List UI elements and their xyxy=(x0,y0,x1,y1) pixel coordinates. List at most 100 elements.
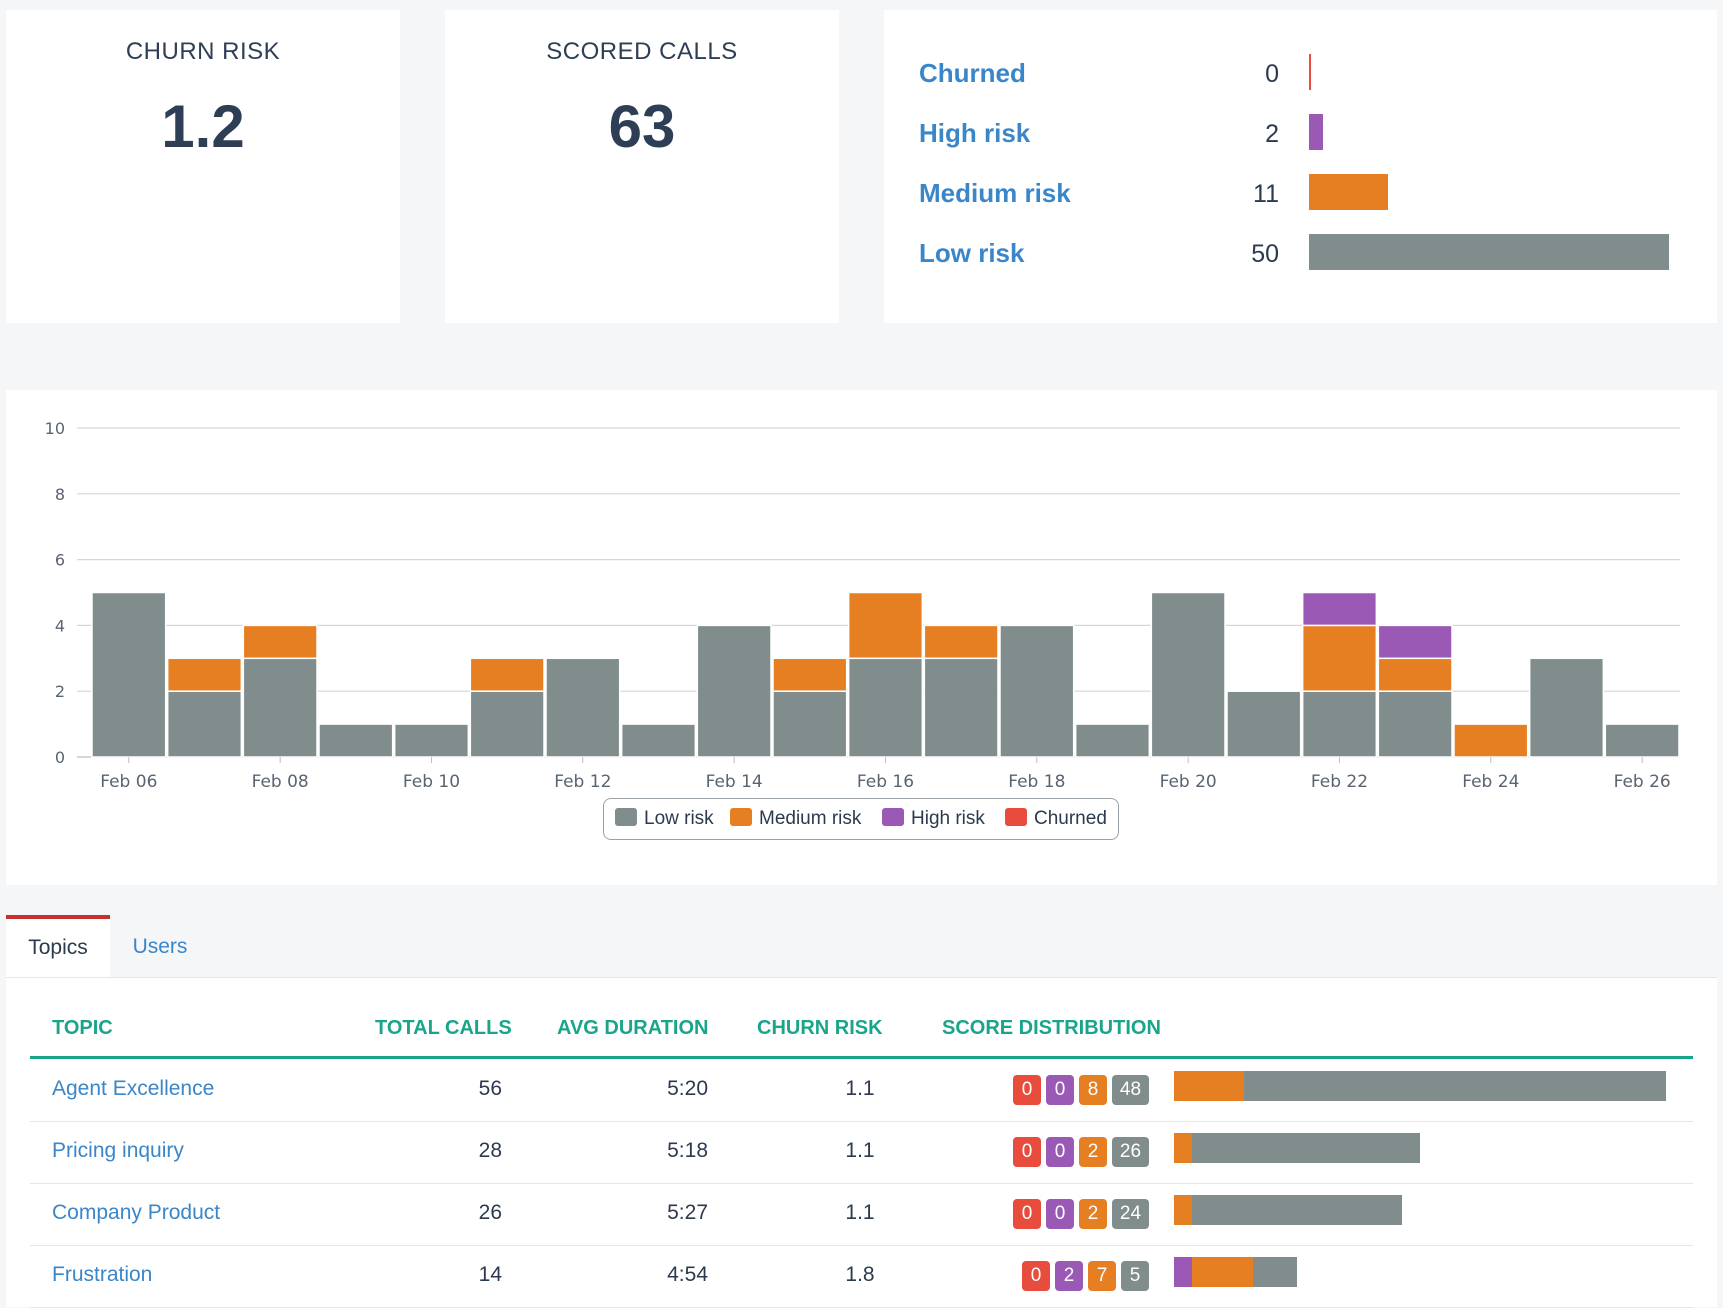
topic-link[interactable]: Company Product xyxy=(52,1201,221,1224)
x-tick-label: Feb 14 xyxy=(706,772,763,792)
dist-label-low[interactable]: Low risk xyxy=(919,238,1025,268)
legend-churned[interactable]: Churned xyxy=(1005,808,1107,830)
score-bar-segment xyxy=(1191,1195,1403,1225)
bar-segment-medium-risk xyxy=(772,657,848,692)
table-row[interactable]: Pricing inquiry 28 5:18 1.1 0 0 2 26 xyxy=(30,1121,1693,1184)
table-row[interactable]: Agent Excellence 56 5:20 1.1 0 0 8 48 xyxy=(30,1059,1693,1122)
tab-users[interactable]: Users xyxy=(132,935,188,958)
th-total-calls[interactable]: TOTAL CALLS xyxy=(375,1017,512,1039)
legend-label-low: Low risk xyxy=(644,808,714,829)
legend-swatch-medium xyxy=(730,808,752,826)
legend-label-medium: Medium risk xyxy=(759,808,862,829)
score-distribution-bar xyxy=(1174,1183,1674,1245)
score-bar-segment xyxy=(1244,1071,1666,1101)
dist-label-churned[interactable]: Churned xyxy=(919,58,1026,88)
x-tick-label: Feb 12 xyxy=(554,772,611,792)
bar-segment-low-risk xyxy=(545,657,621,758)
legend-high-risk[interactable]: High risk xyxy=(882,808,985,830)
bar-segment-low-risk xyxy=(999,624,1075,758)
score-bar-segment xyxy=(1253,1257,1297,1287)
badge-high: 0 xyxy=(1046,1075,1074,1105)
dist-row-churned: Churned 0 xyxy=(884,48,1717,108)
badge-churned: 0 xyxy=(1013,1075,1041,1105)
table-header-underline xyxy=(30,1056,1693,1059)
dist-label-medium[interactable]: Medium risk xyxy=(919,178,1071,208)
badge-churned: 0 xyxy=(1013,1199,1041,1229)
dist-count-high: 2 xyxy=(1265,120,1279,148)
x-tick-label: Feb 06 xyxy=(100,772,157,792)
dist-label-high[interactable]: High risk xyxy=(919,118,1031,148)
bar-segment-low-risk xyxy=(696,624,772,758)
bar-segment-medium-risk xyxy=(166,657,243,692)
badge-low: 24 xyxy=(1112,1199,1149,1229)
badge-churned: 0 xyxy=(1013,1137,1041,1167)
th-churn-risk[interactable]: CHURN RISK xyxy=(757,1017,883,1039)
risk-distribution-card: Churned 0 High risk 2 Medium risk 11 Low… xyxy=(884,10,1717,323)
score-bar-segment xyxy=(1174,1071,1245,1101)
bar-segment-low-risk xyxy=(1377,690,1453,758)
score-bar-segment xyxy=(1174,1133,1192,1163)
cell-total: 26 xyxy=(478,1201,502,1224)
x-tick-label: Feb 22 xyxy=(1311,772,1368,792)
badge-low: 26 xyxy=(1112,1137,1149,1167)
table-row[interactable]: Company Product 26 5:27 1.1 0 0 2 24 xyxy=(30,1183,1693,1246)
bar-segment-medium-risk xyxy=(1301,624,1378,692)
dist-row-high: High risk 2 xyxy=(884,108,1717,168)
bar-segment-medium-risk xyxy=(923,624,999,660)
dist-count-low: 50 xyxy=(1251,240,1279,268)
score-bar-segment xyxy=(1191,1257,1254,1287)
bar-segment-medium-risk xyxy=(847,591,924,660)
badge-medium: 7 xyxy=(1088,1261,1116,1291)
table-row[interactable]: Frustration 14 4:54 1.8 0 2 7 5 xyxy=(30,1245,1693,1308)
bar-segment-high-risk xyxy=(1301,591,1378,627)
bar-segment-low-risk xyxy=(1074,723,1151,758)
bar-segment-medium-risk xyxy=(242,624,318,660)
bar-segment-low-risk xyxy=(469,690,545,758)
badge-high: 0 xyxy=(1046,1137,1074,1167)
bar-segment-low-risk xyxy=(91,591,167,758)
topic-link[interactable]: Pricing inquiry xyxy=(52,1139,184,1162)
legend-swatch-low xyxy=(615,808,637,826)
daily-risk-chart: 0 2 4 6 8 10 Feb 06 Feb 08 Feb 10 Feb 12 Feb 14 Feb… xyxy=(45,419,1680,792)
topic-link[interactable]: Frustration xyxy=(52,1263,153,1286)
th-topic[interactable]: TOPIC xyxy=(52,1017,113,1039)
x-tick-label: Feb 20 xyxy=(1160,772,1217,792)
bar-segment-low-risk xyxy=(318,723,394,758)
dist-count-churned: 0 xyxy=(1265,60,1279,88)
cell-risk: 1.1 xyxy=(845,1201,875,1224)
badge-high: 0 xyxy=(1046,1199,1074,1229)
th-score-distribution[interactable]: SCORE DISTRIBUTION xyxy=(942,1017,1161,1039)
scored-calls-label: SCORED CALLS xyxy=(546,38,738,65)
x-tick-label: Feb 10 xyxy=(403,772,460,792)
dist-count-medium: 11 xyxy=(1253,180,1279,208)
x-tick-label: Feb 26 xyxy=(1614,772,1671,792)
badge-low: 48 xyxy=(1112,1075,1149,1105)
scored-calls-value: 63 xyxy=(608,93,676,160)
bar-segment-low-risk xyxy=(393,723,470,758)
cell-duration: 5:18 xyxy=(667,1139,708,1162)
tab-topics[interactable]: Topics xyxy=(6,915,110,978)
legend-low-risk[interactable]: Low risk xyxy=(615,808,714,830)
y-tick-label: 0 xyxy=(55,748,65,767)
bar-segment-low-risk xyxy=(166,690,243,758)
cell-duration: 4:54 xyxy=(667,1263,708,1286)
score-distribution-bar xyxy=(1174,1121,1674,1183)
legend-label-high: High risk xyxy=(911,808,985,829)
bar-segment-low-risk xyxy=(620,723,697,758)
bar-segment-low-risk xyxy=(923,657,999,758)
y-tick-label: 4 xyxy=(55,616,65,635)
bar-segment-high-risk xyxy=(1377,624,1453,660)
dist-bar-low xyxy=(1309,234,1669,270)
score-bar-segment xyxy=(1174,1257,1192,1287)
dist-row-medium: Medium risk 11 xyxy=(884,168,1717,228)
th-avg-duration[interactable]: AVG DURATION xyxy=(557,1017,709,1039)
bar-segment-medium-risk xyxy=(1377,657,1453,692)
legend-medium-risk[interactable]: Medium risk xyxy=(730,808,861,830)
cell-total: 28 xyxy=(478,1139,502,1162)
bar-segment-low-risk xyxy=(242,657,318,758)
bar-segment-medium-risk xyxy=(1453,723,1529,758)
badge-low: 5 xyxy=(1121,1261,1149,1291)
churn-risk-label: CHURN RISK xyxy=(125,38,281,65)
badge-medium: 2 xyxy=(1079,1199,1107,1229)
topic-link[interactable]: Agent Excellence xyxy=(52,1077,215,1100)
